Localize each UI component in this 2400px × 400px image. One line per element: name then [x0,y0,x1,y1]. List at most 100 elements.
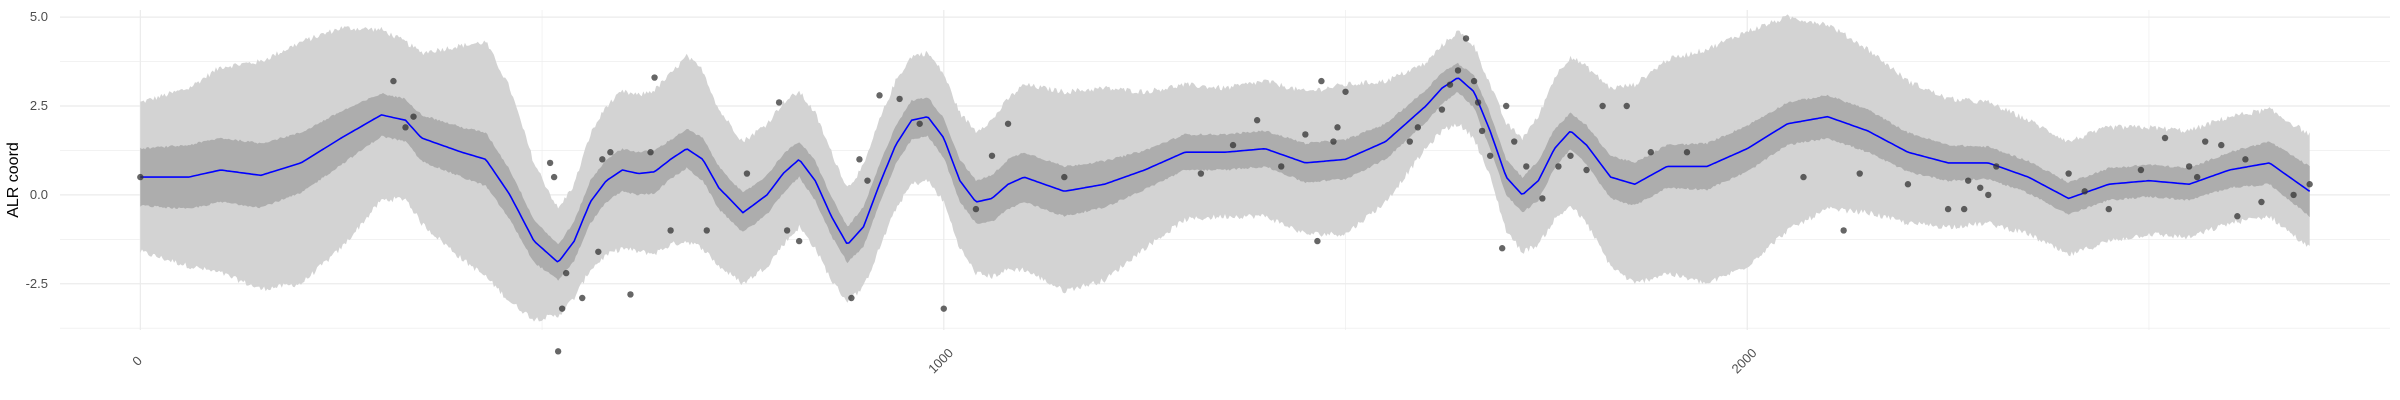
observation-point [1318,77,1325,85]
observation-point [550,173,558,181]
observation-point [1470,77,1478,85]
observation-point [137,173,144,181]
observation-point [1334,124,1341,131]
observation-point [783,227,791,234]
observation-point [1446,81,1454,88]
observation-point [1061,173,1068,181]
observation-point [1229,141,1237,149]
observation-point [1583,166,1590,174]
observation-point [599,156,606,163]
observation-point [562,269,570,277]
y-tick-label: 0.0 [30,187,48,202]
observation-point [2105,205,2112,213]
x-tick-label: 1000 [925,345,956,376]
observation-point [1330,138,1337,145]
observation-point [2242,156,2249,163]
mean-line [140,77,2311,263]
observation-point [1302,131,1309,138]
observation-point [896,95,903,103]
observation-point [2258,198,2265,206]
observation-point [1960,205,1968,213]
observation-point [558,305,566,312]
y-tick-label: -2.5 [26,276,48,291]
observation-point [856,156,863,163]
observation-point [390,77,397,85]
observation-point [2193,173,2201,181]
observation-point [1856,170,1863,177]
observation-point [1406,138,1413,145]
observation-point [972,205,980,213]
observation-point [1944,205,1952,213]
observation-point [1004,120,1012,127]
observation-point [775,99,783,106]
observation-point [864,177,871,184]
observation-point [2161,134,2169,142]
observation-point [1503,102,1510,110]
y-tick-label: 2.5 [30,98,48,113]
x-tick-label: 2000 [1729,345,1760,376]
observation-point [2185,163,2193,170]
observation-point [1278,163,1285,170]
y-tick-label: 5.0 [30,9,48,24]
inner-band-area [140,62,2310,281]
observation-point [2065,170,2072,177]
observation-point [1800,173,1807,181]
observation-point [2081,188,2088,195]
observation-point [651,74,658,81]
mean-line-group [140,77,2311,263]
observation-point [1985,191,1992,199]
observation-point [876,92,883,99]
observation-point [1462,35,1470,42]
observation-point [703,227,710,234]
observation-point [1253,117,1261,124]
observation-point [1840,227,1847,234]
observation-point [743,170,751,177]
observation-point [1599,102,1606,110]
observation-point [2137,166,2145,174]
observation-point [1683,149,1691,156]
observation-point [2290,191,2297,199]
observation-point [848,294,855,302]
observation-point [2306,181,2313,188]
observation-point [1414,124,1422,131]
observation-point [1647,149,1655,156]
observation-point [1539,195,1546,202]
observation-point [916,120,923,127]
observation-point [2218,141,2225,149]
observation-point [1511,138,1518,145]
observation-point [1474,99,1482,106]
observation-point [940,305,947,312]
observation-point [1486,152,1494,159]
y-axis-title: ALR coord [5,142,22,218]
observation-point [402,124,409,131]
observation-point [1314,237,1321,245]
observation-point [1555,163,1562,170]
y-tick-labels: 5.0 2.5 0.0 -2.5 [26,9,48,291]
observation-point [1342,88,1349,95]
observation-point [1977,184,1984,191]
observation-point [647,149,654,156]
observation-point [2202,138,2209,145]
observation-point [579,294,586,302]
observation-point [667,227,674,234]
observation-point [546,159,554,167]
observation-point [1964,177,1972,184]
x-tick-label: 0 [129,353,145,369]
observation-point [795,237,803,245]
inner-credible-band [140,62,2310,281]
observation-point [988,152,996,159]
x-tick-labels: 0 1000 2000 [129,345,1759,376]
observation-points [137,35,2313,355]
observation-point [2234,213,2241,220]
observation-point [1438,106,1446,113]
observation-point [1567,152,1574,159]
observation-point [627,291,634,298]
observation-point [1623,102,1630,110]
observation-point [1197,170,1205,177]
observation-point [410,113,417,120]
observation-point [1498,245,1506,252]
observation-point [554,348,562,355]
observation-point [1993,163,2000,170]
observation-point [1454,67,1462,74]
